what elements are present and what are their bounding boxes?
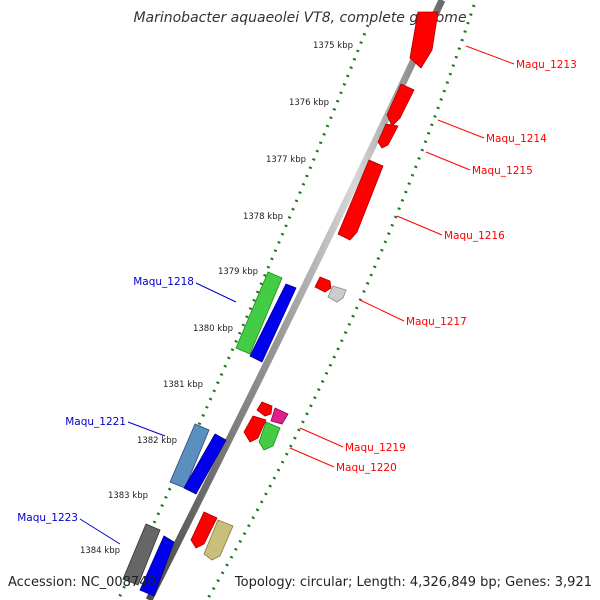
kbp-tick-label: 1383 kbp: [108, 491, 148, 501]
kbp-tick-label: 1384 kbp: [80, 546, 120, 556]
gene-label[interactable]: Maqu_1217: [406, 316, 467, 328]
gene-maqu-1218-arrow[interactable]: [249, 283, 297, 363]
genome-backbone: [145, 0, 446, 600]
callout-line: [79, 518, 121, 545]
genes-group: [122, 11, 439, 597]
gene-maqu-1217-arrow[interactable]: [314, 276, 332, 293]
callout-line: [299, 427, 344, 448]
gene-maqu-1219-arrow[interactable]: [256, 401, 273, 417]
gene-label[interactable]: Maqu_1219: [345, 442, 406, 454]
gene-green-small-arrow[interactable]: [258, 421, 281, 451]
gene-red-bottom-arrow[interactable]: [190, 511, 218, 549]
callout-line: [396, 215, 443, 236]
gene-maqu-1213-arrow[interactable]: [409, 11, 439, 69]
callout-line: [289, 447, 335, 468]
callout-line: [437, 119, 485, 139]
callout-line: [195, 282, 237, 303]
gene-pink-arrow[interactable]: [270, 407, 289, 425]
gene-maqu-1218-green-arrow[interactable]: [235, 271, 283, 355]
gene-label[interactable]: Maqu_1218: [133, 276, 194, 288]
gene-olive-arrow[interactable]: [203, 519, 234, 561]
gene-label[interactable]: Maqu_1216: [444, 230, 505, 242]
gene-maqu-1216-arrow[interactable]: [337, 159, 384, 241]
gene-maqu-1215-arrow[interactable]: [377, 123, 399, 149]
gene-maqu-1223-arrow[interactable]: [139, 535, 175, 597]
topology-text: Topology: circular; Length: 4,326,849 bp…: [234, 575, 592, 590]
gene-label[interactable]: Maqu_1221: [65, 416, 126, 428]
map-title: Marinobacter aquaeolei VT8, complete gen…: [133, 10, 466, 26]
callout-line: [127, 421, 166, 437]
kbp-tick-label: 1382 kbp: [137, 436, 177, 446]
gene-grey-arrow[interactable]: [327, 285, 347, 303]
kbp-tick-label: 1377 kbp: [266, 155, 306, 165]
gene-maqu-1220-arrow[interactable]: [243, 415, 267, 443]
gene-label[interactable]: Maqu_1223: [17, 512, 78, 524]
gene-maqu-1223-grey-arrow[interactable]: [122, 523, 161, 586]
kbp-tick-label: 1380 kbp: [193, 324, 233, 334]
gene-maqu-1221-arrow[interactable]: [183, 433, 227, 495]
gene-labels: Maqu_1213 Maqu_1214 Maqu_1215 Maqu_1216 Maqu…: [17, 45, 577, 545]
gene-label[interactable]: Maqu_1215: [472, 165, 533, 177]
gc-track-outer: [205, 4, 476, 600]
gc-track-inner: [116, 24, 370, 600]
gene-label[interactable]: Maqu_1220: [336, 462, 397, 474]
gene-label[interactable]: Maqu_1213: [516, 59, 577, 71]
kbp-tick-label: 1379 kbp: [218, 267, 258, 277]
accession-text: Accession: NC_008740: [8, 575, 156, 590]
callout-line: [359, 299, 405, 322]
kbp-ticks: 1375 kbp 1376 kbp 1377 kbp 1378 kbp 1379 kbp…: [80, 41, 353, 556]
gene-label[interactable]: Maqu_1214: [486, 133, 547, 145]
kbp-tick-label: 1378 kbp: [243, 212, 283, 222]
callout-line: [425, 151, 471, 171]
kbp-tick-label: 1376 kbp: [289, 98, 329, 108]
gene-maqu-1214-arrow[interactable]: [386, 83, 415, 127]
kbp-tick-label: 1381 kbp: [163, 380, 203, 390]
kbp-tick-label: 1375 kbp: [313, 41, 353, 51]
callout-line: [465, 45, 515, 65]
